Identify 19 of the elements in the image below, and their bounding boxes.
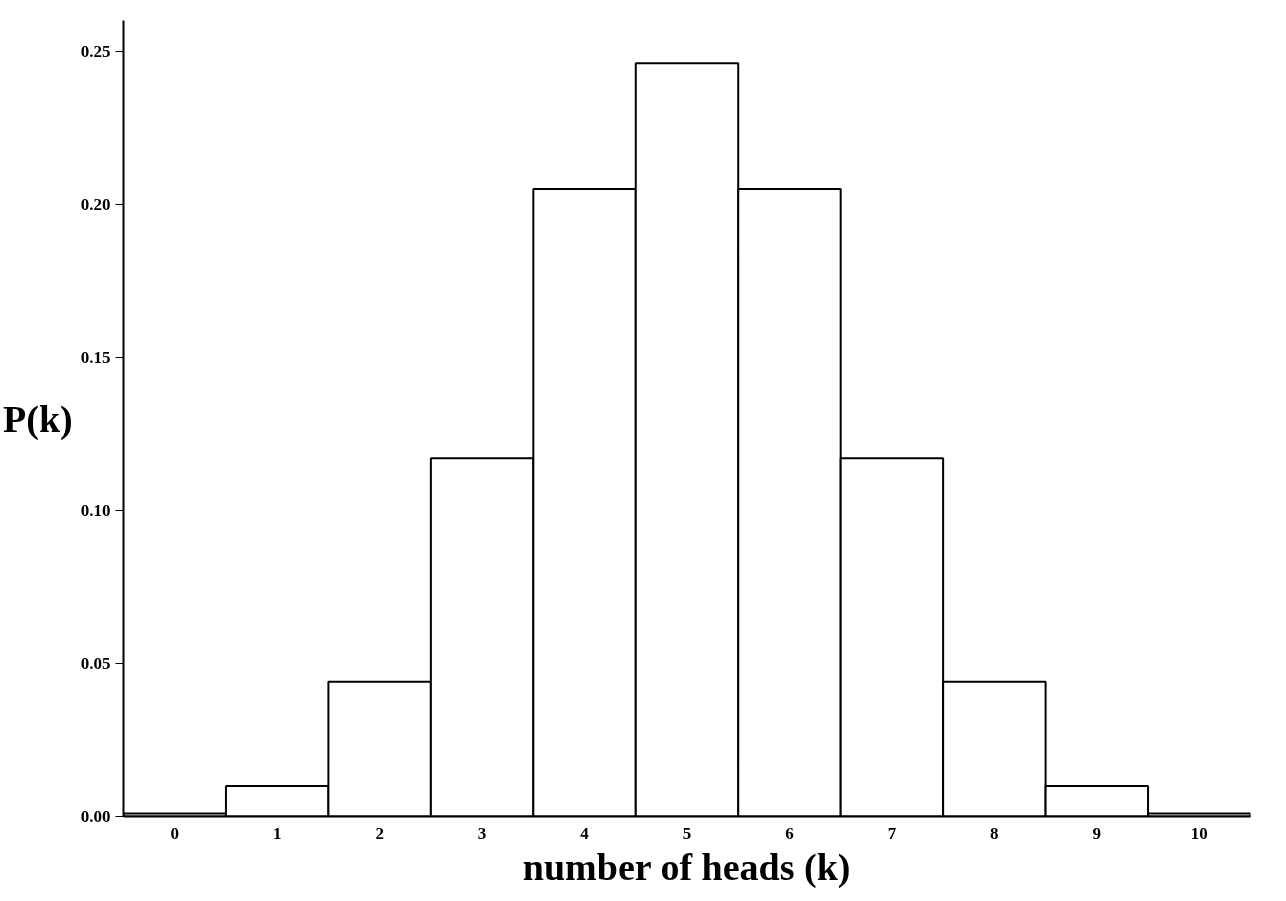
x-tick-label: 0 [170, 823, 179, 843]
y-axis-title: P(k) [3, 397, 73, 441]
x-tick-label: 10 [1190, 823, 1208, 843]
x-tick-label: 8 [990, 823, 999, 843]
x-axis-title: number of heads (k) [522, 845, 851, 889]
x-tick-label: 2 [375, 823, 384, 843]
x-tick-label: 4 [580, 823, 590, 843]
y-tick-label: 0.20 [80, 194, 111, 214]
x-tick-label: 9 [1092, 823, 1102, 843]
y-tick-label: 0.10 [80, 500, 111, 520]
y-tick-label: 0.00 [80, 807, 111, 826]
x-tick-label: 5 [682, 823, 692, 843]
x-tick-label: 3 [477, 823, 487, 843]
y-tick-label: 0.15 [80, 347, 111, 367]
y-tick-label: 0.05 [80, 653, 111, 673]
x-tick-label: 1 [272, 823, 282, 843]
y-tick-label: 0.25 [80, 41, 111, 61]
x-tick-label: 6 [785, 823, 794, 843]
x-tick-label: 7 [887, 823, 897, 843]
